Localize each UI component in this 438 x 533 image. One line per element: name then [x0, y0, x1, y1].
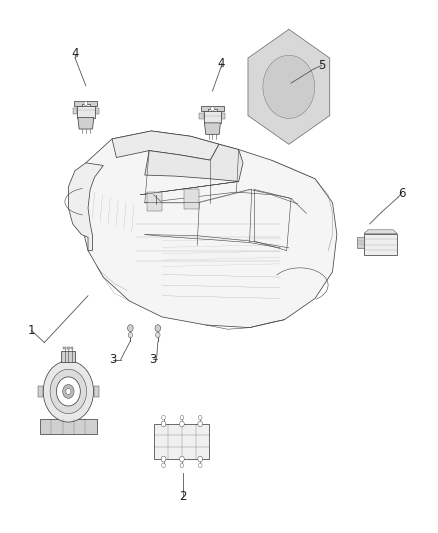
Circle shape [155, 333, 160, 338]
Circle shape [180, 415, 184, 420]
Text: 4: 4 [71, 47, 79, 60]
Bar [94, 386, 99, 397]
Polygon shape [205, 123, 220, 134]
Bar [71, 347, 74, 349]
Polygon shape [78, 118, 94, 129]
Circle shape [128, 333, 133, 338]
Text: 4: 4 [217, 57, 225, 70]
Circle shape [162, 463, 166, 467]
Bar [199, 114, 204, 119]
Bar [221, 114, 226, 119]
Bar [61, 351, 75, 361]
Text: 3: 3 [110, 353, 117, 366]
Polygon shape [364, 230, 397, 233]
Circle shape [263, 55, 315, 118]
Polygon shape [112, 131, 219, 160]
Bar [364, 233, 397, 255]
Bar [357, 238, 364, 248]
Polygon shape [74, 101, 97, 106]
Circle shape [198, 463, 202, 467]
Circle shape [63, 384, 74, 398]
Circle shape [127, 325, 133, 332]
Bar [40, 419, 97, 433]
Circle shape [162, 415, 166, 420]
Circle shape [198, 421, 203, 427]
Bar [204, 111, 221, 123]
Circle shape [198, 415, 202, 420]
Bar [95, 108, 99, 114]
Bar [67, 347, 70, 349]
Circle shape [198, 456, 203, 462]
Text: 3: 3 [149, 352, 156, 366]
Polygon shape [81, 131, 337, 328]
Circle shape [161, 456, 166, 462]
Polygon shape [145, 144, 243, 181]
Polygon shape [68, 163, 103, 251]
Text: 1: 1 [28, 324, 35, 337]
Circle shape [43, 361, 94, 422]
Bar [77, 106, 95, 118]
Polygon shape [184, 189, 199, 209]
Text: 6: 6 [398, 187, 405, 200]
Polygon shape [248, 29, 330, 144]
Circle shape [155, 325, 161, 332]
Text: 5: 5 [318, 59, 325, 72]
Polygon shape [147, 192, 162, 211]
Circle shape [211, 107, 214, 111]
Circle shape [57, 377, 80, 406]
Circle shape [180, 421, 184, 427]
Bar [154, 424, 209, 459]
Circle shape [84, 101, 88, 106]
Bar [73, 108, 77, 114]
Bar [38, 386, 43, 397]
Circle shape [180, 463, 184, 467]
Circle shape [161, 421, 166, 427]
Text: 2: 2 [180, 490, 187, 503]
Circle shape [66, 389, 71, 394]
Circle shape [180, 456, 184, 462]
Bar [64, 347, 66, 349]
Polygon shape [201, 106, 224, 111]
Circle shape [50, 369, 87, 414]
